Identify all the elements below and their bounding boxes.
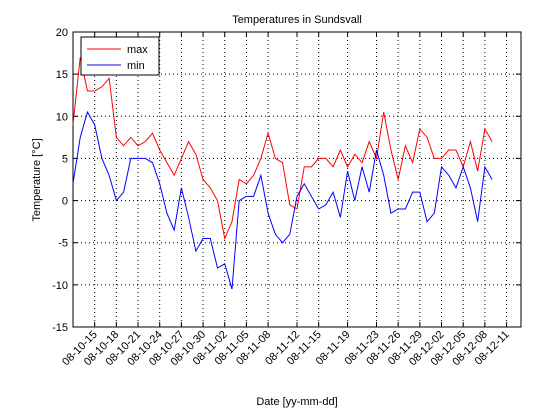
plot-area <box>73 32 521 327</box>
y-tick-label: 0 <box>62 196 68 208</box>
line-series <box>72 110 493 290</box>
y-axis-label: Temperature [°C] <box>31 138 43 221</box>
legend-label: max <box>127 44 148 56</box>
y-tick-label: 5 <box>62 153 68 165</box>
y-tick-label: -5 <box>58 238 68 250</box>
legend-box <box>80 36 160 76</box>
y-tick-label: 20 <box>56 27 68 39</box>
y-tick-label: -15 <box>52 322 68 334</box>
line-series <box>72 57 493 241</box>
legend-label: min <box>127 60 145 72</box>
x-axis-label: Date [yy-mm-dd] <box>256 396 337 408</box>
y-tick-label: 10 <box>56 111 68 123</box>
axes-box <box>72 31 522 328</box>
chart-title: Temperatures in Sundsvall <box>232 14 362 26</box>
y-tick-label: -10 <box>52 280 68 292</box>
y-tick-label: 15 <box>56 69 68 81</box>
